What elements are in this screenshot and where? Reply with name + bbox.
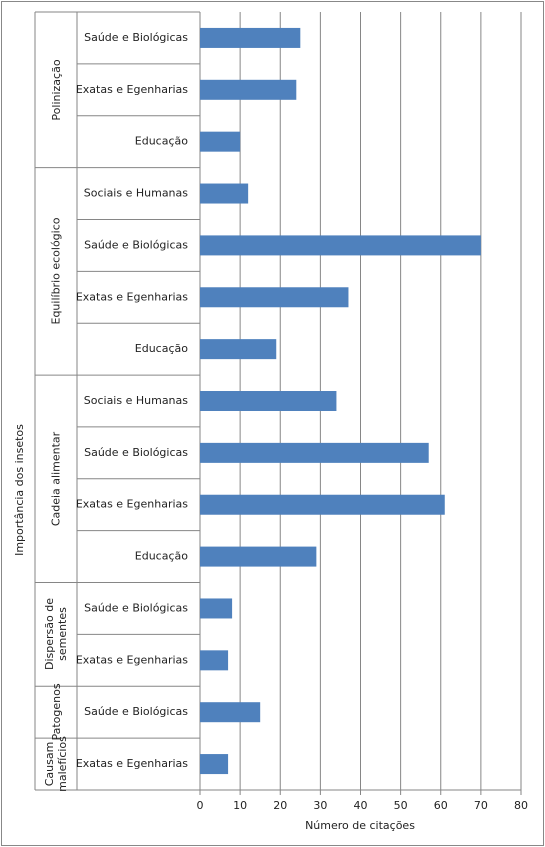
x-tick-label: 50 (394, 799, 408, 812)
y-tick-label: Exatas e Egenharias (76, 653, 188, 666)
y-tick-label: Saúde e Biológicas (84, 705, 188, 718)
bar (200, 79, 297, 100)
group-label: Dispersão de sementes (42, 598, 69, 671)
x-tick-label: 30 (313, 799, 327, 812)
group-label: Causam malefícios (42, 736, 69, 792)
bar (200, 391, 337, 411)
y-tick-label: Exatas e Egenharias (76, 83, 188, 96)
x-tick-label: 20 (273, 799, 287, 812)
x-tick-label: 0 (197, 799, 204, 812)
x-tick-label: 10 (233, 799, 247, 812)
bar (200, 235, 481, 256)
bar (200, 339, 277, 360)
y-tick-label: Saúde e Biológicas (84, 238, 188, 251)
x-tick-label: 80 (514, 799, 528, 812)
x-tick-label: 60 (434, 799, 448, 812)
y-tick-label: Saúde e Biológicas (84, 31, 188, 44)
bar (200, 183, 249, 204)
group-label: Polinização (49, 59, 63, 121)
y-tick-label: Educação (135, 550, 188, 563)
x-tick-label: 40 (354, 799, 368, 812)
y-tick-label: Sociais e Humanas (84, 394, 189, 407)
y-tick-label: Educação (135, 342, 188, 355)
y-axis-title: Importância dos insetos (13, 424, 26, 556)
bar (200, 598, 233, 619)
group-label: Patogenos (49, 683, 63, 741)
bar (200, 650, 229, 671)
bar (200, 27, 301, 48)
y-tick-label: Saúde e Biológicas (84, 601, 188, 614)
group-label: Equilíbrio ecológico (49, 217, 63, 325)
x-tick-label: 70 (474, 799, 488, 812)
bar (200, 546, 317, 567)
bar (200, 442, 429, 463)
bar (200, 287, 349, 308)
y-tick-label: Educação (135, 135, 188, 148)
group-label: Cadeia alimentar (49, 431, 63, 526)
y-tick-label: Exatas e Egenharias (76, 290, 188, 303)
y-tick-label: Sociais e Humanas (84, 187, 189, 200)
y-tick-label: Saúde e Biológicas (84, 446, 188, 459)
bar (200, 494, 445, 515)
y-tick-label: Exatas e Egenharias (76, 757, 188, 770)
bar (200, 702, 261, 723)
bar (200, 754, 229, 775)
y-tick-label: Exatas e Egenharias (76, 498, 188, 511)
x-axis-title: Número de citações (305, 819, 415, 832)
bar (200, 131, 241, 152)
